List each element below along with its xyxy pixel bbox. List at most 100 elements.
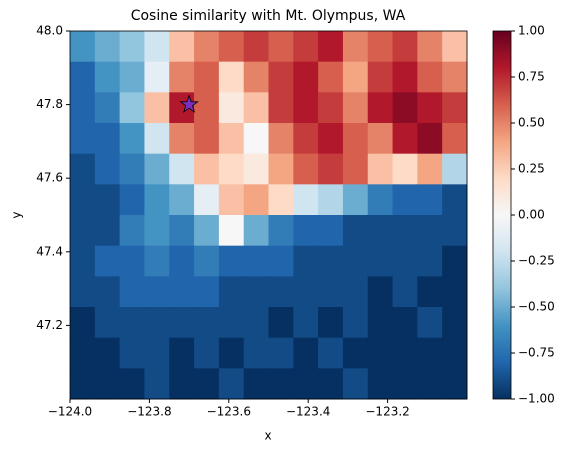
heatmap-cell xyxy=(268,153,294,185)
heatmap-cell xyxy=(417,276,443,308)
heatmap-cell xyxy=(268,123,294,155)
heatmap-cell xyxy=(94,337,121,369)
heatmap-cell xyxy=(417,337,443,369)
heatmap-cell xyxy=(144,184,170,216)
heatmap-cell xyxy=(367,184,394,216)
heatmap-cell xyxy=(442,123,468,155)
heatmap-cell xyxy=(218,245,245,277)
heatmap-cell xyxy=(194,92,220,124)
heatmap-cell xyxy=(392,61,418,93)
heatmap-cell xyxy=(169,184,195,216)
heatmap-cell xyxy=(70,61,96,93)
heatmap-cell xyxy=(194,307,220,339)
heatmap-cell xyxy=(119,184,145,216)
heatmap-cell xyxy=(194,123,220,155)
heatmap-cell xyxy=(318,61,344,93)
heatmap-cell xyxy=(218,337,245,369)
heatmap-cell xyxy=(94,215,121,247)
heatmap-cell xyxy=(218,92,245,124)
heatmap-cell xyxy=(318,184,344,216)
heatmap-cell xyxy=(417,92,443,124)
heatmap-cell xyxy=(169,368,195,400)
heatmap-cell xyxy=(342,307,369,339)
heatmap-cell xyxy=(392,184,418,216)
y-tick-label: 47.6 xyxy=(36,171,63,185)
heatmap-cell xyxy=(318,307,344,339)
heatmap-cell xyxy=(194,61,220,93)
heatmap-cell xyxy=(342,61,369,93)
heatmap-cell xyxy=(293,276,319,308)
x-tick-label: −124.0 xyxy=(48,405,92,419)
heatmap-cell xyxy=(94,123,121,155)
heatmap-cell xyxy=(70,276,96,308)
heatmap-cell xyxy=(94,61,121,93)
heatmap-cell xyxy=(70,245,96,277)
plot-frame xyxy=(69,30,468,400)
heatmap-cell xyxy=(243,245,269,277)
heatmap-cell xyxy=(218,215,245,247)
heatmap-cell xyxy=(342,123,369,155)
heatmap-cell xyxy=(293,184,319,216)
heatmap-cell xyxy=(318,337,344,369)
heatmap-cell xyxy=(243,307,269,339)
heatmap-cell xyxy=(70,368,96,400)
heatmap-cell xyxy=(268,307,294,339)
heatmap-cell xyxy=(169,215,195,247)
heatmap-cell xyxy=(268,215,294,247)
heatmap-cell xyxy=(293,61,319,93)
heatmap-cell xyxy=(119,61,145,93)
heatmap-cell xyxy=(119,31,145,63)
heatmap-cell xyxy=(293,215,319,247)
heatmap-cell xyxy=(367,276,394,308)
heatmap-cell xyxy=(218,307,245,339)
heatmap-cell xyxy=(218,153,245,185)
heatmap-cell xyxy=(442,31,468,63)
heatmap-cell xyxy=(268,184,294,216)
heatmap-cell xyxy=(392,368,418,400)
heatmap-cell xyxy=(144,307,170,339)
colorbar-tick-label: −1.00 xyxy=(518,392,555,406)
heatmap-cell xyxy=(442,337,468,369)
heatmap-cell xyxy=(70,31,96,63)
colorbar-tick-label: −0.75 xyxy=(518,346,555,360)
x-tick-label: −123.6 xyxy=(207,405,251,419)
heatmap-cell xyxy=(268,31,294,63)
heatmap-cell xyxy=(70,215,96,247)
heatmap-cell xyxy=(392,123,418,155)
heatmap-cell xyxy=(70,307,96,339)
heatmap-cell xyxy=(169,153,195,185)
heatmap-cell xyxy=(318,31,344,63)
heatmap-cell xyxy=(169,337,195,369)
heatmap-cell xyxy=(194,153,220,185)
heatmap-cell xyxy=(144,215,170,247)
heatmap-cell xyxy=(218,61,245,93)
heatmap-cell xyxy=(392,337,418,369)
heatmap-cell xyxy=(70,337,96,369)
colorbar-tick-label: 0.50 xyxy=(518,116,545,130)
heatmap-cell xyxy=(243,276,269,308)
y-tick-label: 47.2 xyxy=(36,318,63,332)
heatmap-cell xyxy=(392,153,418,185)
heatmap-cell xyxy=(342,276,369,308)
heatmap-cell xyxy=(442,307,468,339)
heatmap-cell xyxy=(194,245,220,277)
heatmap-cell xyxy=(318,276,344,308)
heatmap-cell xyxy=(342,245,369,277)
heatmap-cell xyxy=(144,337,170,369)
heatmap-cell xyxy=(392,92,418,124)
heatmap-cell xyxy=(342,184,369,216)
heatmap-cell xyxy=(144,92,170,124)
colorbar-tick-label: −0.50 xyxy=(518,300,555,314)
x-tick-label: −123.8 xyxy=(127,405,171,419)
heatmap-cell xyxy=(417,123,443,155)
heatmap-cell xyxy=(293,31,319,63)
heatmap-cell xyxy=(119,368,145,400)
heatmap-cell xyxy=(218,31,245,63)
heatmap-cell xyxy=(392,245,418,277)
heatmap-cell xyxy=(268,61,294,93)
heatmap-cell xyxy=(367,92,394,124)
heatmap-cell xyxy=(144,368,170,400)
heatmap-cell xyxy=(169,61,195,93)
heatmap-cell xyxy=(243,123,269,155)
heatmap-cell xyxy=(367,337,394,369)
